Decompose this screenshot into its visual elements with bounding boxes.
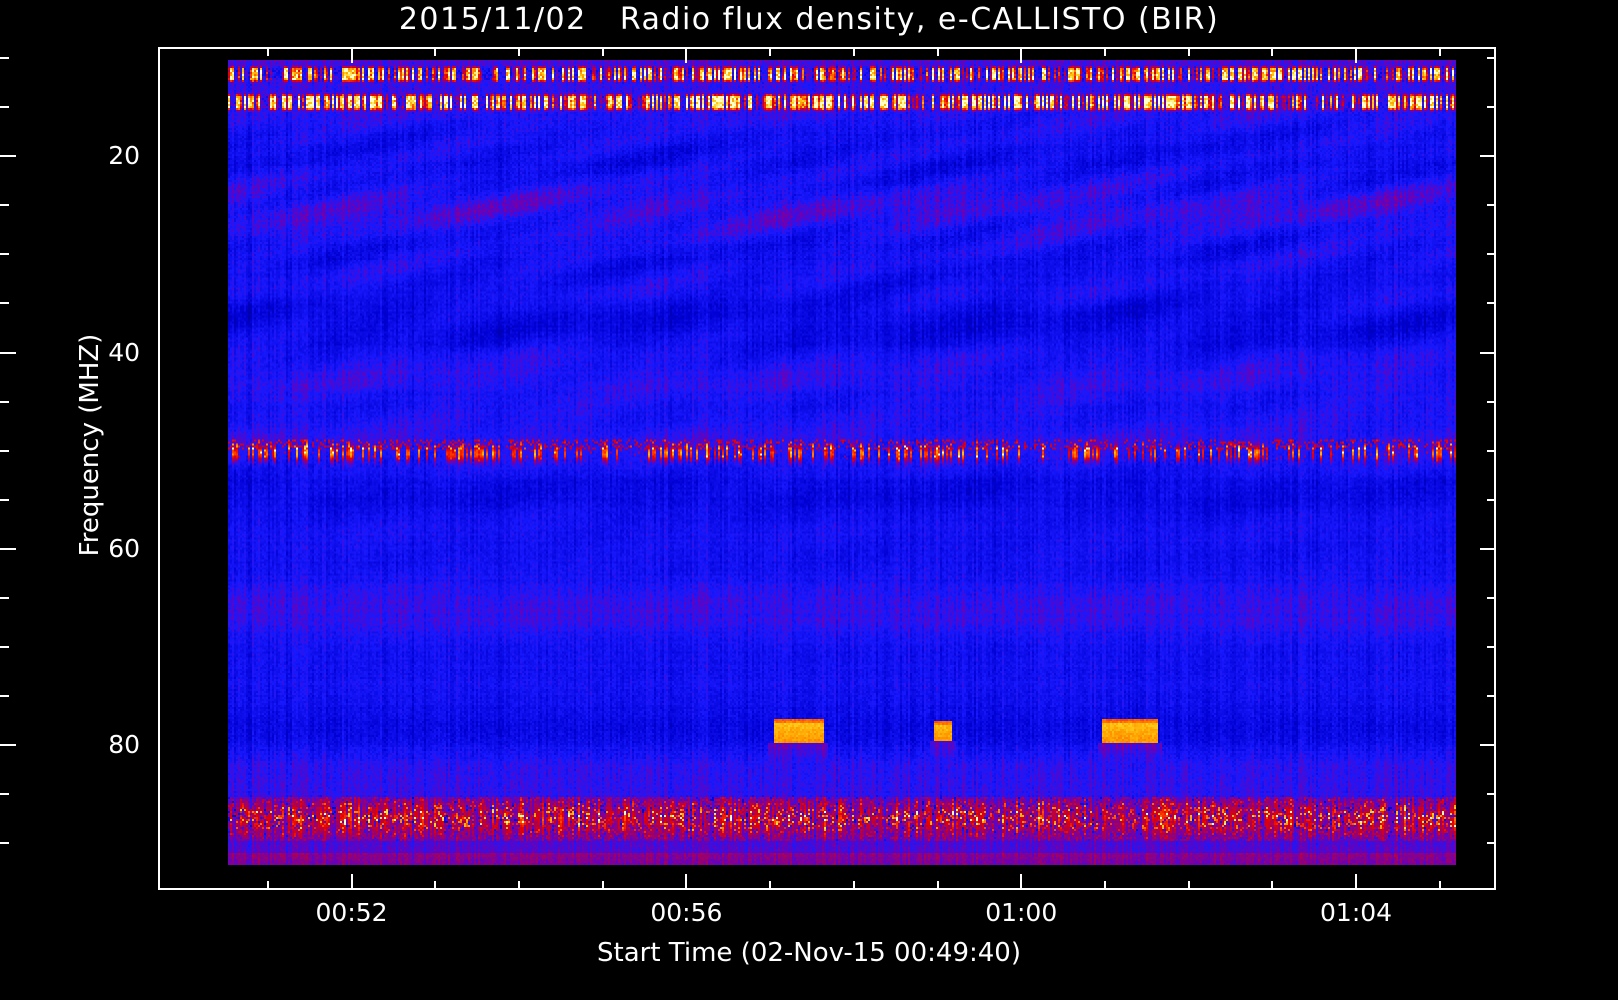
axis-tick — [1487, 499, 1496, 501]
axis-tick — [1271, 47, 1273, 56]
axis-tick — [1439, 47, 1441, 56]
axis-tick — [267, 881, 269, 890]
axis-tick — [1487, 450, 1496, 452]
axis-tick — [0, 204, 9, 206]
x-tick-label: 01:04 — [1320, 898, 1393, 927]
axis-tick — [351, 47, 353, 63]
x-tick-label: 00:56 — [650, 898, 723, 927]
axis-tick — [602, 47, 604, 56]
axis-tick — [0, 597, 9, 599]
axis-tick — [0, 842, 9, 844]
y-tick-label: 60 — [108, 533, 140, 563]
axis-tick — [1439, 881, 1441, 890]
y-tick-label: 40 — [108, 337, 140, 367]
axis-tick — [602, 881, 604, 890]
axis-tick — [853, 47, 855, 56]
y-tick-label: 80 — [108, 730, 140, 760]
axis-tick — [1487, 401, 1496, 403]
axis-tick — [685, 874, 687, 890]
axis-tick — [769, 881, 771, 890]
axis-tick — [1188, 47, 1190, 56]
axis-tick — [518, 47, 520, 56]
axis-tick — [0, 155, 16, 157]
axis-tick — [769, 47, 771, 56]
axis-tick — [1480, 155, 1496, 157]
axis-tick — [1480, 548, 1496, 550]
axis-tick — [853, 881, 855, 890]
axis-tick — [1020, 874, 1022, 890]
axis-tick — [0, 401, 9, 403]
axis-tick — [0, 499, 9, 501]
axis-tick — [1487, 253, 1496, 255]
axis-tick — [1188, 881, 1190, 890]
axis-tick — [1487, 695, 1496, 697]
axis-tick — [0, 106, 9, 108]
axis-tick — [1487, 204, 1496, 206]
figure-title: 2015/11/02 Radio flux density, e-CALLIST… — [398, 2, 1220, 37]
axis-tick — [1271, 881, 1273, 890]
axis-tick — [0, 352, 16, 354]
axis-tick — [434, 47, 436, 56]
axis-tick — [1487, 793, 1496, 795]
spectrogram-canvas-wrap — [160, 49, 1494, 888]
axis-tick — [1487, 57, 1496, 59]
axis-tick — [1487, 106, 1496, 108]
axis-tick — [937, 47, 939, 56]
axis-tick — [1355, 874, 1357, 890]
axis-tick — [0, 744, 16, 746]
x-tick-label: 01:00 — [985, 898, 1058, 927]
axis-tick — [1480, 352, 1496, 354]
plot-frame — [158, 47, 1496, 890]
axis-tick — [0, 57, 9, 59]
axis-tick — [1487, 597, 1496, 599]
axis-tick — [0, 793, 9, 795]
y-tick-label: 20 — [108, 141, 140, 171]
axis-tick — [267, 47, 269, 56]
axis-tick — [0, 695, 9, 697]
axis-tick — [1355, 47, 1357, 63]
x-tick-label: 00:52 — [315, 898, 388, 927]
axis-tick — [1104, 47, 1106, 56]
axis-tick — [1104, 881, 1106, 890]
axis-tick — [518, 881, 520, 890]
axis-tick — [1480, 744, 1496, 746]
axis-tick — [1487, 302, 1496, 304]
axis-tick — [0, 548, 16, 550]
axis-tick — [0, 450, 9, 452]
x-axis-title: Start Time (02-Nov-15 00:49:40) — [597, 938, 1021, 968]
axis-tick — [351, 874, 353, 890]
axis-tick — [0, 646, 9, 648]
axis-tick — [434, 881, 436, 890]
y-axis-title: Frequency (MHZ) — [75, 333, 105, 557]
spectrogram-image — [228, 60, 1456, 865]
axis-tick — [0, 253, 9, 255]
axis-tick — [1487, 842, 1496, 844]
axis-tick — [685, 47, 687, 63]
axis-tick — [1487, 646, 1496, 648]
axis-tick — [937, 881, 939, 890]
axis-tick — [1020, 47, 1022, 63]
axis-tick — [0, 302, 9, 304]
